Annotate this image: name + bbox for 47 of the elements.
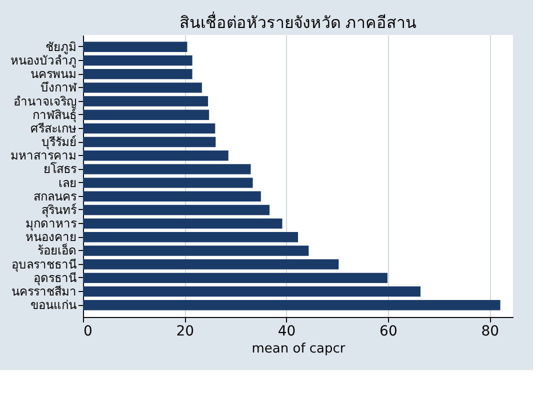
y-tick-label: เลย xyxy=(58,176,76,190)
y-tick-label: บึงกาฬ xyxy=(40,80,78,95)
bar xyxy=(83,123,216,134)
y-tick-label: บุรีรัมย์ xyxy=(42,135,76,150)
bar xyxy=(83,68,192,80)
bar xyxy=(83,164,251,174)
bar xyxy=(83,218,282,229)
bar xyxy=(83,96,208,106)
bar xyxy=(83,82,202,93)
y-tick-label: ขอนแก่น xyxy=(30,298,76,312)
bar xyxy=(83,150,228,161)
bar xyxy=(83,246,309,256)
y-tick-label: ร้อยเอ็ด xyxy=(38,242,76,258)
bar xyxy=(83,232,298,242)
y-tick-label: สุรินทร์ xyxy=(42,202,78,218)
y-tick-label: มหาสารคาม xyxy=(10,148,76,163)
y-tick-label: นครพนม xyxy=(30,67,76,82)
x-tick-label: 40 xyxy=(278,324,296,340)
x-tick-label: 80 xyxy=(481,324,500,340)
y-tick-label: ยโสธร xyxy=(44,162,78,176)
y-tick-label: ชัยภูมิ xyxy=(46,40,76,55)
y-tick-label: หนองคาย xyxy=(26,230,76,244)
y-tick-label: หนองบัวลำภู xyxy=(10,53,76,68)
bar xyxy=(83,136,216,148)
x-tick-label: 20 xyxy=(176,324,194,340)
bar xyxy=(83,259,339,270)
bar xyxy=(83,286,420,297)
y-tick-label: อุบลราชธานี xyxy=(12,257,76,272)
y-tick-label: ศรีสะเกษ xyxy=(30,121,76,136)
bar xyxy=(83,42,188,52)
bar xyxy=(83,55,192,66)
y-tick-label: อำนาจเจริญ xyxy=(14,94,76,108)
bar xyxy=(83,272,388,284)
y-tick-label: มุกดาหาร xyxy=(26,216,78,232)
y-tick-label: อุดรธานี xyxy=(34,270,76,286)
x-tick-label: 60 xyxy=(380,324,398,340)
bar xyxy=(83,191,261,202)
y-tick-label: สกลนคร xyxy=(34,189,78,204)
x-axis-title: mean of capcr xyxy=(252,342,346,356)
y-tick-label: กาฬสินธุ์ xyxy=(32,108,76,123)
x-tick-label: 0 xyxy=(84,324,92,340)
y-tick-label: นครราชสีมา xyxy=(12,284,76,299)
bar xyxy=(83,110,210,120)
chart-title: สินเชื่อต่อหัวรายจังหวัด ภาคอีสาน xyxy=(179,11,417,32)
bar xyxy=(83,300,500,310)
bar xyxy=(83,178,253,188)
bar xyxy=(83,204,270,216)
